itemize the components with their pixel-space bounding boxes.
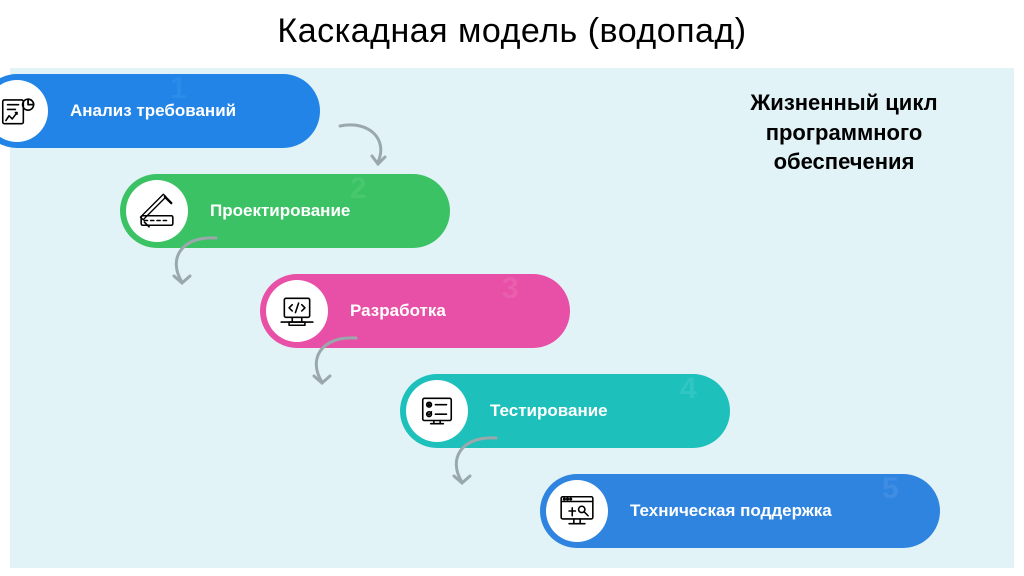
step-label: Разработка — [350, 301, 446, 321]
step-number: 3 — [502, 272, 519, 306]
step-1: 1 Анализ требований — [0, 74, 320, 148]
page-title: Каскадная модель (водопад) — [0, 0, 1024, 51]
step-number: 5 — [882, 472, 899, 506]
flow-arrow — [440, 430, 510, 500]
flow-arrow — [330, 112, 400, 182]
step-number: 4 — [680, 372, 697, 406]
support-icon — [546, 480, 608, 542]
step-label: Анализ требований — [70, 101, 236, 121]
step-label: Проектирование — [210, 201, 350, 221]
step-5: 5 Техническая поддержка — [540, 474, 940, 548]
analysis-icon — [0, 80, 48, 142]
step-label: Техническая поддержка — [630, 501, 832, 521]
step-label: Тестирование — [490, 401, 608, 421]
step-number: 1 — [170, 72, 187, 106]
flow-arrow — [160, 230, 230, 300]
diagram-canvas: Жизненный цикл программного обеспечения … — [10, 68, 1014, 568]
flow-arrow — [300, 330, 370, 400]
subtitle: Жизненный цикл программного обеспечения — [704, 88, 984, 177]
